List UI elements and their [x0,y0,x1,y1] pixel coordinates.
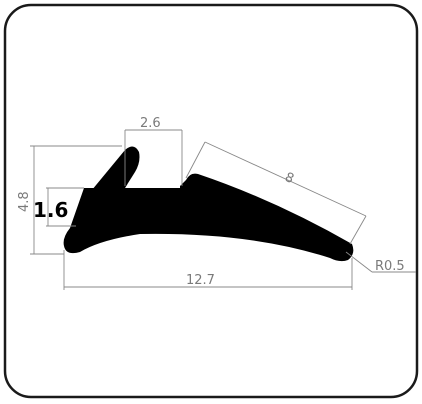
dimension-label-tip-width: 2.6 [140,116,161,131]
profile-body [63,173,354,262]
dimension-total-height: 4.8 [17,145,122,255]
dimension-end-radius: R0.5 [345,251,416,274]
dimension-base-thickness: 1.6 [33,187,84,227]
dimension-label-total-height: 4.8 [17,191,32,212]
seal-profile [63,146,354,262]
dimension-tip-width: 2.6 [124,116,183,186]
dimension-overall-width: 12.7 [63,250,353,290]
dimension-label-base-thickness: 1.6 [33,198,68,222]
dimension-label-overall-width: 12.7 [186,273,215,288]
profile-hook-tip [87,146,140,196]
dimension-label-end-radius: R0.5 [375,259,405,274]
dimension-lip-length: 8 [185,141,367,245]
